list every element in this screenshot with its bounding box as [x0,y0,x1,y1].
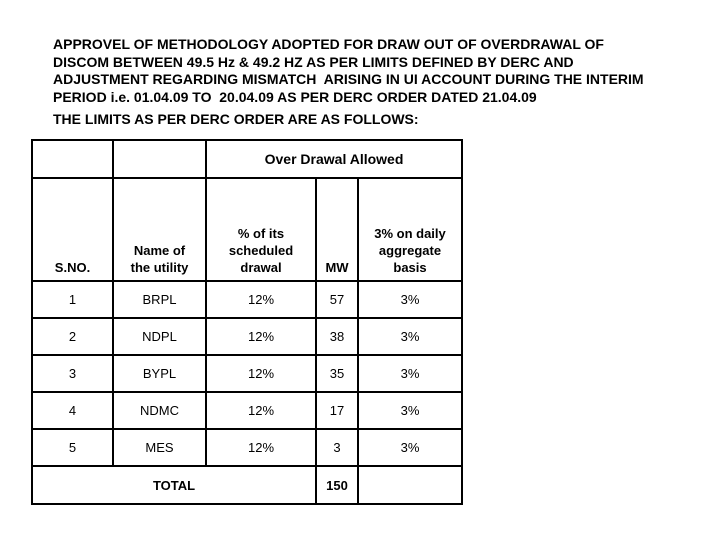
cell-utility: BRPL [112,280,207,319]
cell-mw: 57 [315,280,359,319]
limits-table: Over Drawal Allowed S.NO. Name of the ut… [31,139,463,505]
cell-daily-basis: 3% [357,280,463,319]
empty-cell-sno [31,139,114,179]
table-row: 4 NDMC 12% 17 3% [31,391,463,430]
cell-sno: 2 [31,317,114,356]
col-header-mw: MW [315,177,359,282]
cell-pct-scheduled: 12% [205,280,317,319]
cell-daily-basis: 3% [357,317,463,356]
cell-pct-scheduled: 12% [205,317,317,356]
cell-mw: 38 [315,317,359,356]
cell-pct-scheduled: 12% [205,354,317,393]
table-row: 2 NDPL 12% 38 3% [31,317,463,356]
total-mw-cell: 150 [315,465,359,505]
cell-utility: NDPL [112,317,207,356]
table-header-row: S.NO. Name of the utility % of its sched… [31,177,463,282]
table-band-row: Over Drawal Allowed [31,139,463,179]
over-drawal-allowed-header: Over Drawal Allowed [205,139,463,179]
cell-sno: 5 [31,428,114,467]
cell-daily-basis: 3% [357,428,463,467]
cell-mw: 35 [315,354,359,393]
table-row: 5 MES 12% 3 3% [31,428,463,467]
col-header-daily-basis: 3% on daily aggregate basis [357,177,463,282]
col-header-pct-scheduled: % of its scheduled drawal [205,177,317,282]
col-header-sno: S.NO. [31,177,114,282]
cell-utility: BYPL [112,354,207,393]
col-header-utility: Name of the utility [112,177,207,282]
cell-mw: 3 [315,428,359,467]
total-empty-cell [357,465,463,505]
cell-pct-scheduled: 12% [205,428,317,467]
cell-utility: NDMC [112,391,207,430]
slide-title: APPROVEL OF METHODOLOGY ADOPTED FOR DRAW… [53,36,644,105]
table-row: 1 BRPL 12% 57 3% [31,280,463,319]
total-label-cell: TOTAL [31,465,317,505]
table-row: 3 BYPL 12% 35 3% [31,354,463,393]
empty-cell-utility [112,139,207,179]
cell-utility: MES [112,428,207,467]
cell-daily-basis: 3% [357,354,463,393]
cell-mw: 17 [315,391,359,430]
cell-sno: 1 [31,280,114,319]
slide-subtitle: THE LIMITS AS PER DERC ORDER ARE AS FOLL… [53,111,419,127]
cell-sno: 3 [31,354,114,393]
cell-pct-scheduled: 12% [205,391,317,430]
cell-sno: 4 [31,391,114,430]
cell-daily-basis: 3% [357,391,463,430]
table-total-row: TOTAL 150 [31,465,463,505]
